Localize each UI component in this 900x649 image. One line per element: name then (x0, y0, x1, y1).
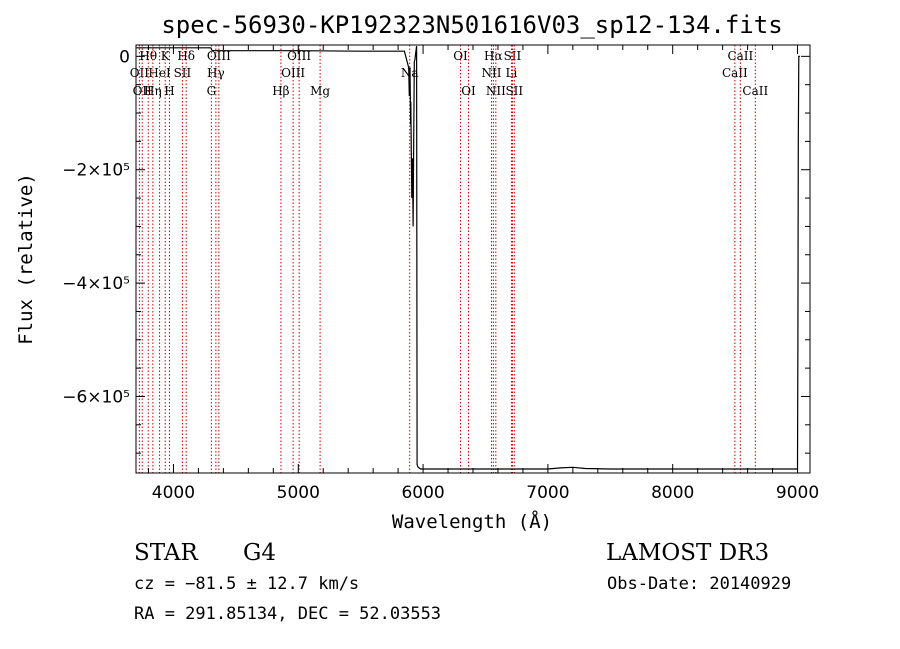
y-tick-label: −2×10⁵ (62, 161, 130, 181)
chart-title: spec-56930-KP192323N501616V03_sp12-134.f… (161, 11, 782, 39)
y-tick-label: −4×10⁵ (62, 274, 130, 294)
spectral-line-label: Hη (144, 84, 162, 98)
spectral-lines-layer: OIIOIIHθHηHeIKHSIIHδGHγOIIIHβOIIIOIIIMgN… (130, 45, 768, 473)
spectrum-series-line (136, 46, 800, 470)
spectral-line-label: OIII (281, 66, 305, 80)
redshift-value: cz = −81.5 ± 12.7 km/s (134, 574, 360, 594)
x-tick-label: 7000 (526, 483, 569, 503)
spectral-line-label: HeI (148, 66, 171, 80)
spectral-line-label: G (207, 84, 217, 98)
spectrum-layer (136, 46, 800, 470)
plot-frame (135, 44, 811, 474)
spectral-line-label: Hδ (177, 49, 195, 63)
spectral-line-label: SII (505, 84, 523, 98)
spectral-line-label: SII (174, 66, 192, 80)
x-tick-label: 9000 (776, 483, 819, 503)
spectral-line-label: CaII (722, 66, 748, 80)
spectral-line-label: OI (453, 49, 468, 63)
spectral-line-label: Mg (310, 84, 330, 98)
object-subclass: G4 (243, 540, 277, 566)
x-tick-label: 6000 (401, 483, 444, 503)
axis-ticks-layer: 4000 5000 6000 7000 8000 9000 0 −2×10⁵ −4×10⁵ −6×… (62, 45, 819, 503)
survey-name: LAMOST DR3 (606, 540, 770, 566)
spectral-line-label: Hβ (272, 84, 289, 98)
spectral-line-label: OIII (287, 49, 311, 63)
observation-date: Obs-Date: 20140929 (607, 574, 792, 594)
spectral-line-label: OII (133, 84, 153, 98)
spectral-line-label: NII (481, 66, 501, 80)
spectral-line-label: OIII (207, 49, 231, 63)
x-axis-label: Wavelength (Å) (392, 510, 552, 533)
spectral-line-label: Hα (484, 49, 503, 63)
y-tick-label: −6×10⁵ (62, 387, 130, 407)
spectral-line-label: Li (506, 66, 518, 80)
spectral-line-label: SII (504, 49, 522, 63)
x-tick-label: 4000 (152, 483, 195, 503)
spectral-line-label: NII (486, 84, 506, 98)
object-class: STAR (134, 540, 198, 566)
spectral-line-label: K (161, 49, 171, 63)
spectral-line-label: Hγ (207, 66, 225, 80)
spectral-line-label: CaII (742, 84, 768, 98)
spectral-line-label: OI (461, 84, 476, 98)
coordinates: RA = 291.85134, DEC = 52.03553 (134, 604, 442, 624)
y-axis-label: Flux (relative) (15, 173, 37, 345)
x-tick-label: 8000 (651, 483, 694, 503)
y-tick-label: 0 (119, 47, 130, 67)
spectral-line-label: OII (130, 66, 150, 80)
x-tick-label: 5000 (277, 483, 320, 503)
spectral-line-label: H (164, 84, 174, 98)
spectral-line-label: CaII (727, 49, 753, 63)
